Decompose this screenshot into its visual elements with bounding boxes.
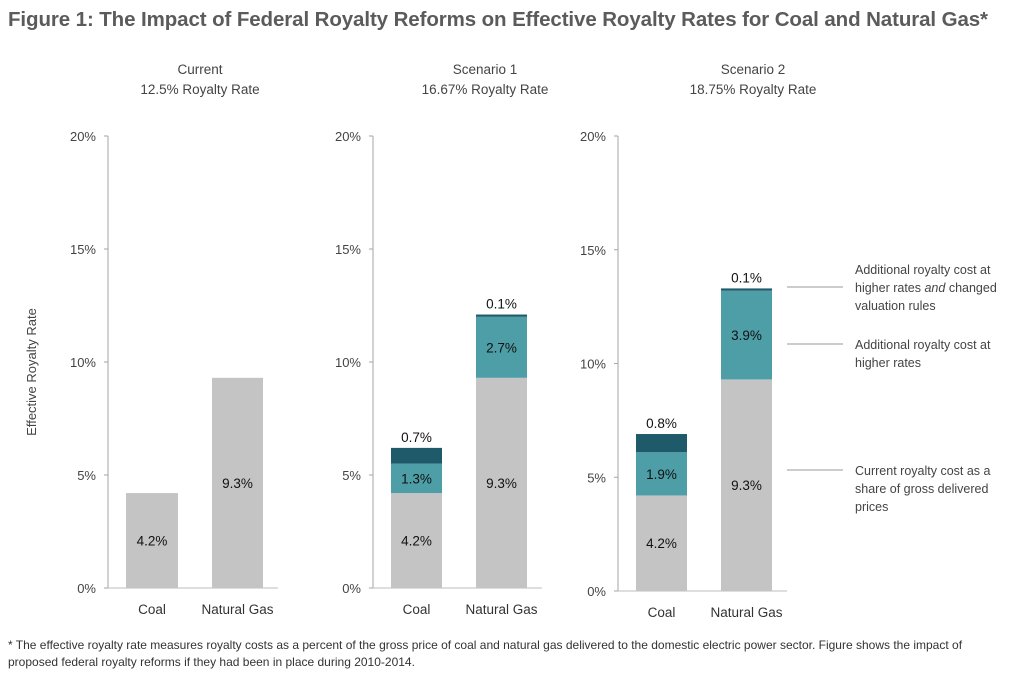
panel-subtitle: 16.67% Royalty Rate: [422, 82, 549, 97]
annotation-text: valuation rules: [855, 299, 936, 313]
bar-segment-higher_rates: [636, 452, 687, 496]
bar-segment-current: [721, 379, 772, 591]
panel-title: Scenario 1: [453, 62, 518, 77]
y-tick-label: 15%: [335, 242, 361, 257]
annotation-text: Additional royalty cost at: [855, 338, 991, 352]
x-tick-label: Coal: [648, 605, 676, 620]
x-tick-label: Coal: [403, 602, 431, 617]
data-label: 9.3%: [222, 476, 253, 491]
y-tick-label: 5%: [77, 468, 96, 483]
data-label: 9.3%: [731, 478, 762, 493]
data-label: 2.7%: [486, 340, 517, 355]
bar-segment-current: [636, 495, 687, 591]
data-label: 0.1%: [731, 270, 762, 285]
bar-segment-valuation: [636, 434, 687, 453]
data-label: 9.3%: [486, 476, 517, 491]
data-label: 1.3%: [401, 471, 432, 486]
data-label: 4.2%: [646, 536, 677, 551]
annotation-text: higher rates and changed: [855, 281, 997, 295]
data-label: 0.7%: [401, 430, 432, 445]
data-label: 0.1%: [486, 297, 517, 312]
bar-segment-current: [391, 493, 442, 588]
y-tick-label: 20%: [335, 129, 361, 144]
panel-title: Current: [177, 62, 222, 77]
annotation-text: Current royalty cost as a: [855, 464, 991, 478]
annotation-text: higher rates: [855, 356, 921, 370]
bar-segment-higher_rates: [721, 290, 772, 380]
y-tick-label: 15%: [70, 242, 96, 257]
y-tick-label: 10%: [70, 355, 96, 370]
y-tick-label: 0%: [587, 584, 606, 599]
footnote: * The effective royalty rate measures ro…: [8, 638, 963, 669]
annotation-text: prices: [855, 500, 888, 514]
panel-title: Scenario 2: [721, 62, 786, 77]
y-tick-label: 10%: [335, 355, 361, 370]
y-tick-label: 0%: [342, 581, 361, 596]
data-label: 4.2%: [137, 534, 168, 549]
y-tick-label: 5%: [587, 470, 606, 485]
y-tick-label: 15%: [580, 243, 606, 258]
y-tick-label: 10%: [580, 357, 606, 372]
annotation-text: Additional royalty cost at: [855, 263, 991, 277]
data-label: 4.2%: [401, 534, 432, 549]
bar-segment-current: [476, 377, 527, 588]
x-tick-label: Natural Gas: [201, 602, 273, 617]
x-tick-label: Natural Gas: [710, 605, 782, 620]
x-tick-label: Coal: [138, 602, 166, 617]
y-axis-title: Effective Royalty Rate: [24, 308, 39, 436]
bar-segment-valuation: [721, 288, 772, 291]
y-tick-label: 5%: [342, 468, 361, 483]
data-label: 1.9%: [646, 467, 677, 482]
bar-segment-higher_rates: [476, 316, 527, 378]
y-tick-label: 0%: [77, 581, 96, 596]
bar-segment-valuation: [391, 447, 442, 464]
y-tick-label: 20%: [70, 129, 96, 144]
annotation-text: share of gross delivered: [855, 482, 988, 496]
data-label: 3.9%: [731, 328, 762, 343]
bar-segment-higher_rates: [391, 463, 442, 494]
data-label: 0.8%: [646, 416, 677, 431]
panel-subtitle: 18.75% Royalty Rate: [690, 82, 817, 97]
x-tick-label: Natural Gas: [465, 602, 537, 617]
bar-segment-current: [212, 377, 263, 588]
y-tick-label: 20%: [580, 129, 606, 144]
figure-title: Figure 1: The Impact of Federal Royalty …: [8, 8, 988, 31]
bar-segment-valuation: [476, 314, 527, 317]
panel-subtitle: 12.5% Royalty Rate: [140, 82, 259, 97]
bar-segment-current: [126, 493, 178, 588]
